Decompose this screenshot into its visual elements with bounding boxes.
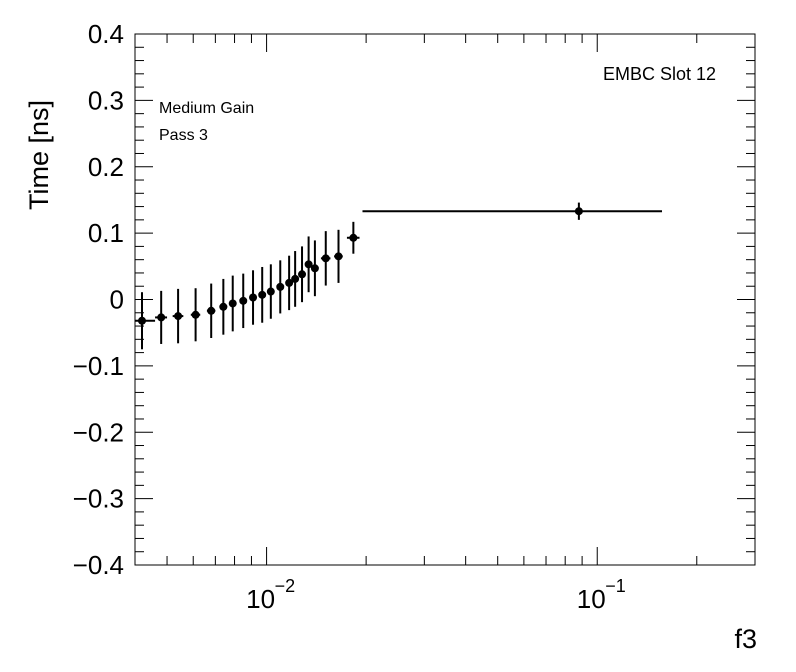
x-ticks: 10 −2 10 −1 <box>134 34 698 614</box>
data-point <box>362 202 663 220</box>
y-tick-label: 0.4 <box>88 19 124 49</box>
marker <box>191 310 200 319</box>
y-tick-label: 0 <box>110 285 124 315</box>
x-tick-label-exponent: −1 <box>605 576 626 596</box>
marker <box>304 260 313 269</box>
data-point <box>276 260 285 314</box>
annotation-slot: EMBC Slot 12 <box>603 64 716 84</box>
data-point <box>298 246 307 303</box>
y-axis-title: Time [ns] <box>24 100 54 210</box>
marker <box>334 252 343 261</box>
y-tick-label: −0.4 <box>73 550 124 580</box>
x-tick-label: 10 <box>577 584 606 614</box>
marker <box>207 306 216 315</box>
marker <box>321 254 330 263</box>
data-point <box>320 231 331 286</box>
data-point <box>285 255 294 311</box>
data-point <box>172 288 184 344</box>
marker <box>239 296 248 305</box>
annotation-pass: Pass 3 <box>159 127 208 144</box>
y-tick-label: −0.2 <box>73 417 124 447</box>
data-point <box>266 264 275 319</box>
data-point <box>304 236 313 293</box>
data-points <box>135 202 663 350</box>
marker <box>249 293 258 302</box>
data-point <box>219 278 228 335</box>
data-point <box>258 266 267 323</box>
data-point <box>206 283 216 338</box>
data-point <box>346 221 360 254</box>
marker <box>276 282 285 291</box>
data-point <box>239 273 248 329</box>
marker <box>228 299 237 308</box>
marker <box>219 302 228 311</box>
marker <box>291 274 300 283</box>
data-point <box>228 275 237 332</box>
data-point <box>334 229 343 283</box>
data-point <box>310 240 319 297</box>
marker <box>174 312 183 321</box>
marker <box>266 287 275 296</box>
data-point <box>135 292 156 350</box>
marker <box>157 313 166 322</box>
y-tick-label: 0.1 <box>88 218 124 248</box>
x-tick-label-exponent: −2 <box>275 576 296 596</box>
y-tick-label: 0.3 <box>88 85 124 115</box>
x-tick-label: 10 <box>246 584 275 614</box>
marker <box>285 278 294 287</box>
marker <box>349 233 358 242</box>
y-tick-label: −0.1 <box>73 351 124 381</box>
annotation-gain: Medium Gain <box>159 100 254 117</box>
marker <box>310 264 319 273</box>
x-axis-title: f3 <box>734 624 757 654</box>
data-point <box>249 270 258 325</box>
data-point <box>190 288 201 342</box>
data-point <box>155 290 168 344</box>
marker <box>574 207 583 216</box>
y-ticks: 0.4 0.3 0.2 0.1 0 −0.1 −0.2 −0.3 −0.4 <box>73 19 755 580</box>
marker <box>138 316 147 325</box>
marker <box>298 270 307 279</box>
marker <box>258 290 267 299</box>
y-tick-label: −0.3 <box>73 484 124 514</box>
y-tick-label: 0.2 <box>88 152 124 182</box>
data-point <box>291 251 300 307</box>
